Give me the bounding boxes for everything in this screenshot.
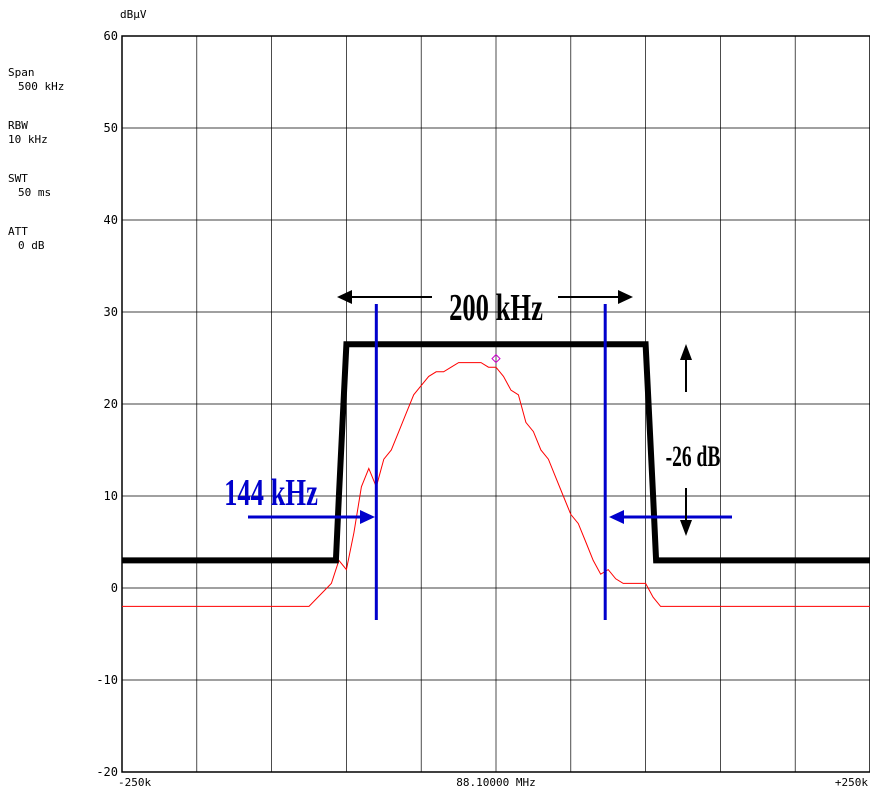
y-tick-label: 10 xyxy=(104,489,118,503)
annotations-group: 200 kHz 144 kHz -26 dB xyxy=(224,288,732,536)
arrow-26db-up-head xyxy=(680,344,692,360)
markers-group xyxy=(374,304,607,620)
x-tick-label-left: -250k xyxy=(118,776,151,789)
arrow-144-right-head xyxy=(609,510,624,524)
setting-att-label: ATT xyxy=(8,225,28,238)
y-tick-label: 0 xyxy=(111,581,118,595)
y-tick-label: 50 xyxy=(104,121,118,135)
annotation-26db: -26 dB xyxy=(666,440,721,473)
y-tick-label: 60 xyxy=(104,29,118,43)
x-tick-label-center: 88.10000 MHz xyxy=(456,776,535,789)
setting-att-value: 0 dB xyxy=(18,239,45,252)
y-tick-label: 40 xyxy=(104,213,118,227)
y-tick-label: -20 xyxy=(96,765,118,779)
mask-line xyxy=(122,341,870,564)
arrow-26db-down-head xyxy=(680,520,692,536)
annotation-144khz: 144 kHz xyxy=(224,473,318,515)
peak-marker xyxy=(491,353,501,364)
setting-swt-label: SWT xyxy=(8,172,28,185)
setting-span-value: 500 kHz xyxy=(18,80,65,93)
setting-rbw-value: 10 kHz xyxy=(8,133,48,146)
setting-swt-value: 50 ms xyxy=(18,186,52,199)
grid-lines xyxy=(121,35,870,773)
x-tick-label-right: +250k xyxy=(835,776,868,789)
setting-rbw-label: RBW xyxy=(8,119,28,132)
annotation-200khz: 200 kHz xyxy=(449,288,543,330)
setting-span-label: Span xyxy=(8,66,35,79)
arrow-200-left-head xyxy=(337,290,352,304)
y-tick-label: -10 xyxy=(96,673,118,687)
y-axis-unit: dBµV xyxy=(120,8,147,21)
arrow-200-right-head xyxy=(618,290,633,304)
y-tick-labels: 60 50 40 30 20 10 0 -10 -20 xyxy=(96,29,118,779)
x-tick-labels: -250k 88.10000 MHz +250k xyxy=(118,776,868,789)
y-tick-label: 30 xyxy=(104,305,118,319)
arrow-144-left-head xyxy=(360,510,375,524)
y-tick-label: 20 xyxy=(104,397,118,411)
